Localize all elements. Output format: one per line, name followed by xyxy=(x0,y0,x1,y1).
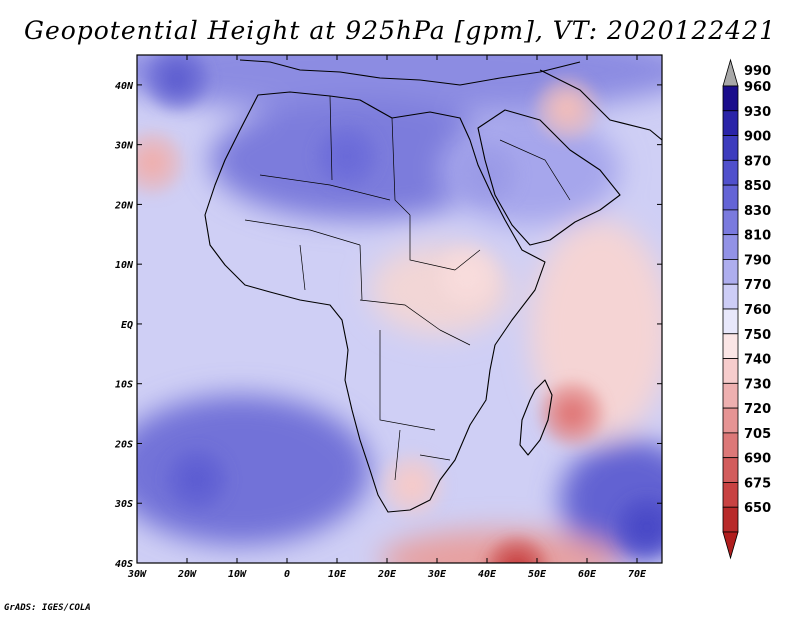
saharan-high xyxy=(332,141,362,172)
azores-low xyxy=(137,147,167,178)
colorbar-label: 720 xyxy=(744,402,771,417)
colorbar-swatch xyxy=(722,482,739,508)
colorbar-label: 675 xyxy=(744,476,771,491)
north-atlantic-high xyxy=(162,63,192,94)
iran-coastline xyxy=(539,69,662,141)
lat-tick-label: 30S xyxy=(114,499,133,510)
colorbar-label: 790 xyxy=(744,253,771,268)
colorbar-label: 930 xyxy=(744,105,771,120)
colorbar-swatch xyxy=(722,457,739,483)
colorbar-label: 690 xyxy=(744,452,771,467)
lon-tick-label: 10W xyxy=(228,569,247,580)
colorbar-swatch xyxy=(722,358,739,384)
colorbar-swatch xyxy=(722,110,739,136)
indian-ocean-high-se xyxy=(632,512,662,543)
colorbar-swatch xyxy=(722,432,739,459)
colorbar-swatch xyxy=(722,407,739,434)
colorbar-label: 810 xyxy=(744,229,771,244)
colorbar-swatch xyxy=(722,259,739,285)
lat-tick-label: 30N xyxy=(114,141,134,152)
lat-tick-label: 10S xyxy=(115,380,133,391)
colorbar-swatch xyxy=(722,283,739,310)
colorbar-swatch xyxy=(722,234,739,260)
colorbar-label: 900 xyxy=(744,130,771,145)
lat-tick-label: EQ xyxy=(121,320,133,331)
colorbar: 960 930 900 870 850 830 810 790 770 760 750 740 730 7… xyxy=(722,58,771,560)
grads-credit: GrADS: IGES/COLA xyxy=(4,603,91,613)
colorbar-swatch xyxy=(722,135,739,161)
colorbar-swatch xyxy=(722,209,739,236)
lon-tick-label: 50E xyxy=(528,569,547,580)
lat-tick-label: 40N xyxy=(115,81,134,92)
colorbar-label: 750 xyxy=(744,328,771,343)
colorbar-label: 650 xyxy=(744,501,771,516)
colorbar-label: 730 xyxy=(744,377,771,392)
colorbar-label: 760 xyxy=(744,303,771,318)
chart-title: Geopotential Height at 925hPa [gpm], VT:… xyxy=(23,16,777,45)
colorbar-label: 870 xyxy=(744,154,771,169)
colorbar-bottom-arrow xyxy=(722,531,739,560)
colorbar-top-label: 990 xyxy=(744,64,771,79)
kalahari-low xyxy=(397,470,427,501)
colorbar-swatch xyxy=(722,382,739,409)
colorbar-swatch xyxy=(722,159,739,186)
lon-tick-label: 0 xyxy=(284,569,290,580)
plot-frame xyxy=(136,54,663,564)
lon-tick-label: 20E xyxy=(377,569,397,580)
africa-coastline xyxy=(204,91,546,513)
lat-tick-label: 10N xyxy=(115,260,134,271)
lon-tick-label: 30W xyxy=(127,569,147,580)
country-borders xyxy=(244,95,571,481)
lon-tick-label: 60E xyxy=(578,569,597,580)
colorbar-swatch xyxy=(722,506,739,533)
field-north-band xyxy=(137,55,662,115)
southern-ocean-trough-outer xyxy=(487,538,547,563)
colorbar-label: 740 xyxy=(744,353,771,368)
lon-tick-label: 30E xyxy=(427,569,447,580)
arabia-coastline xyxy=(477,109,621,246)
europe-coastline xyxy=(239,59,581,86)
coastlines xyxy=(204,59,662,513)
lon-tick-label: 40E xyxy=(478,569,497,580)
south-atlantic-high xyxy=(182,464,212,495)
east-africa-low xyxy=(452,261,482,292)
lat-tick-label: 20S xyxy=(114,439,133,450)
colorbar-swatch xyxy=(722,308,739,335)
colorbar-swatch xyxy=(722,184,739,211)
lat-tick-label: 20N xyxy=(114,200,134,211)
colorbar-label: 850 xyxy=(744,179,771,194)
colorbar-swatch xyxy=(722,85,739,112)
colorbar-label: 705 xyxy=(744,427,771,442)
colorbar-label: 770 xyxy=(744,278,771,293)
lat-tick-label: 40S xyxy=(115,559,133,570)
field-sw-atlantic xyxy=(137,395,370,545)
colorbar-swatch xyxy=(722,333,739,359)
colorbar-top-arrow xyxy=(722,58,739,87)
southern-ocean-trough xyxy=(503,553,531,563)
colorbar-label: 960 xyxy=(744,80,771,95)
lon-tick-label: 20W xyxy=(177,569,197,580)
madagascar-coastline xyxy=(519,379,553,456)
lon-tick-label: 70E xyxy=(628,569,647,580)
plot-area xyxy=(137,55,662,563)
colorbar-label: 830 xyxy=(744,204,771,219)
madagascar-low xyxy=(557,398,587,429)
iran-low xyxy=(552,93,582,124)
border-lines xyxy=(244,95,571,481)
lon-tick-label: 10E xyxy=(328,569,347,580)
